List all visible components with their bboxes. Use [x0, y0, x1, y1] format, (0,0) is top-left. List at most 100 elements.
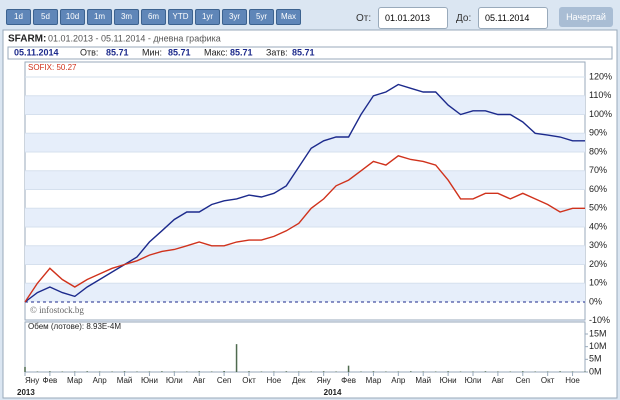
volume-bar: [509, 371, 512, 372]
volume-bar: [534, 371, 536, 372]
x-tick-label: Яну: [317, 376, 331, 385]
volume-bar: [347, 365, 350, 372]
volume-bar: [522, 371, 524, 372]
volume-bar: [173, 371, 176, 372]
volume-bar: [434, 371, 437, 372]
x-tick-label: Дек: [292, 376, 306, 385]
range-button[interactable]: YTD: [168, 9, 193, 25]
range-button[interactable]: 6m: [141, 9, 166, 25]
range-button[interactable]: Max: [276, 9, 301, 25]
field-value: 85.71: [106, 47, 129, 57]
y-tick-label: 0%: [589, 296, 602, 306]
volume-bar: [98, 371, 101, 372]
volume-bar: [472, 371, 474, 372]
field-label: Мин:: [142, 47, 162, 57]
volume-bar: [148, 371, 151, 372]
volume-bar: [49, 371, 51, 372]
volume-bar: [422, 371, 424, 372]
volume-bar: [360, 371, 362, 372]
field-label: Макс:: [204, 47, 228, 57]
volume-bar: [310, 371, 312, 372]
x-tick-label: Авг: [193, 376, 206, 385]
y-tick-label: 40%: [589, 221, 607, 231]
grid-band: [25, 95, 585, 115]
volume-bar: [559, 371, 561, 372]
y-tick-label: 30%: [589, 240, 607, 250]
range-button[interactable]: 1d: [6, 9, 31, 25]
x-tick-label: Мар: [366, 376, 382, 385]
field-value: 85.71: [292, 47, 315, 57]
volume-bar: [248, 371, 250, 372]
volume-bar: [285, 371, 288, 372]
y-tick-label: 10%: [589, 278, 607, 288]
x-tick-label: Апр: [93, 376, 108, 385]
x-tick-label: Юни: [440, 376, 457, 385]
volume-bar: [186, 371, 188, 372]
volume-bar: [322, 371, 325, 372]
range-button[interactable]: 10d: [60, 9, 85, 25]
volume-bar: [161, 371, 163, 372]
volume-bar: [397, 371, 400, 372]
volume-bar: [111, 371, 113, 372]
grid-band: [25, 245, 585, 265]
y-tick-label: 110%: [589, 90, 611, 100]
to-input[interactable]: 05.11.2014: [478, 7, 548, 29]
volume-tick-label: 0M: [589, 366, 602, 376]
range-button[interactable]: 1m: [87, 9, 112, 25]
y-tick-label: 100%: [589, 109, 612, 119]
volume-bar: [546, 371, 549, 372]
volume-bar: [273, 371, 275, 372]
subtitle: 01.01.2013 - 05.11.2014 - дневна графика: [48, 33, 221, 43]
field-label: Затв:: [266, 47, 288, 57]
x-tick-label: Май: [415, 376, 431, 385]
volume-bar: [260, 371, 263, 372]
volume-bar: [571, 371, 574, 372]
volume-bar: [24, 366, 26, 372]
volume-tick-label: 10M: [589, 341, 607, 351]
range-button[interactable]: 1yr: [195, 9, 220, 25]
volume-bar: [385, 371, 387, 372]
volume-bar: [335, 371, 337, 372]
x-tick-label: Фев: [341, 376, 356, 385]
y-tick-label: 20%: [589, 259, 607, 269]
volume-bar: [372, 371, 375, 372]
plot-frame: [24, 61, 586, 321]
range-button[interactable]: 3m: [114, 9, 139, 25]
quote-row: [7, 46, 613, 60]
y-tick-label: 90%: [589, 128, 607, 138]
legend: SOFIX: 50.27: [28, 63, 77, 72]
x-tick-label: Ное: [267, 376, 282, 385]
year-label: 2013: [17, 388, 35, 397]
volume-bar: [459, 371, 462, 372]
line-series: [24, 155, 585, 303]
quote-date: 05.11.2014: [14, 47, 59, 57]
volume-bar: [223, 370, 225, 372]
volume-bar: [36, 371, 39, 372]
x-tick-label: Фев: [42, 376, 57, 385]
y-tick-label: -10%: [589, 315, 610, 325]
volume-bar: [447, 371, 449, 372]
x-tick-label: Ное: [565, 376, 580, 385]
grid-band: [25, 283, 585, 302]
from-label: От:: [356, 13, 372, 24]
range-button[interactable]: 5d: [33, 9, 58, 25]
y-tick-label: 60%: [589, 184, 607, 194]
volume-tick-label: 15M: [589, 328, 607, 338]
volume-bar: [298, 371, 300, 372]
volume-bar: [484, 371, 487, 372]
line-series: [24, 83, 585, 303]
y-tick-label: 50%: [589, 203, 607, 213]
range-button[interactable]: 3yr: [222, 9, 247, 25]
to-label: До:: [456, 13, 472, 24]
x-tick-label: Сеп: [217, 376, 232, 385]
submit-button[interactable]: Начертай: [559, 7, 613, 27]
range-button[interactable]: 5yr: [249, 9, 274, 25]
x-tick-label: Окт: [242, 376, 256, 385]
from-input[interactable]: 01.01.2013: [378, 7, 448, 29]
volume-bar: [235, 344, 238, 372]
volume-bar: [210, 371, 213, 372]
x-tick-label: Мар: [67, 376, 83, 385]
y-tick-label: 120%: [589, 71, 612, 81]
x-tick-label: Юни: [141, 376, 158, 385]
